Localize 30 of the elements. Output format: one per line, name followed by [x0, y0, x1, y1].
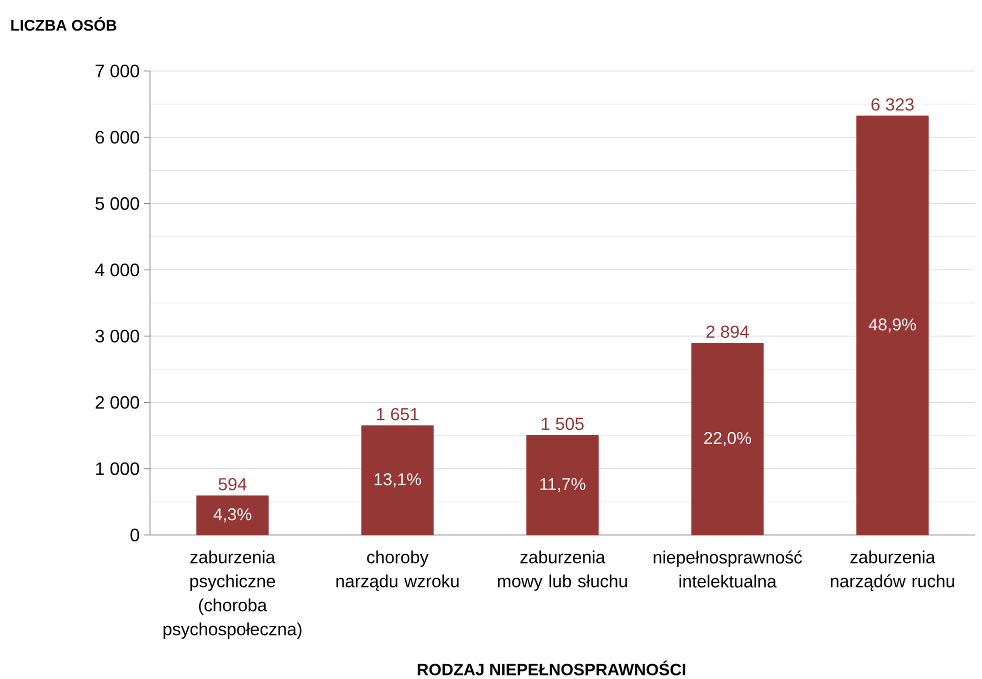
y-tick-label: 0: [130, 528, 140, 542]
x-tick-label: zaburzenia psychiczne (choroba psychospołeczna): [164, 550, 302, 639]
annotation: 4,3%: [214, 508, 252, 522]
x-tick-label: choroby narządu wzroku: [336, 550, 459, 591]
bar: [361, 425, 434, 536]
y-tick-label: 5 000: [95, 197, 140, 210]
bar: [196, 495, 269, 536]
y-axis-title: LICZBA OSÓB: [11, 16, 116, 31]
y-tick-label: 1 000: [96, 462, 140, 476]
bar: [856, 116, 929, 536]
y-tick-label: 7 000: [96, 64, 140, 78]
y-tick-label: 4 000: [95, 263, 140, 276]
data-label: 6 323: [872, 98, 914, 111]
data-label: 2 894: [706, 326, 749, 338]
y-tick-label: 3 000: [95, 330, 140, 342]
x-axis-title: RODZAJ NIEPEŁNOSPRAWNOŚCI: [418, 660, 686, 676]
annotation: 11,7%: [540, 478, 586, 492]
x-tick-label: zaburzenia mowy lub słuchu: [498, 550, 627, 591]
data-label: 1 505: [542, 418, 584, 430]
x-tick-label: niepełnosprawność intelektualna: [654, 550, 802, 588]
x-tick-label: zaburzenia narządów ruchu: [830, 550, 954, 591]
data-label: 1 651: [376, 408, 419, 420]
annotation: 48,9%: [868, 318, 916, 332]
data-label: 594: [218, 478, 247, 490]
annotation: 13,1%: [374, 473, 421, 488]
bar: [691, 342, 764, 536]
y-tick-label: 2 000: [96, 396, 140, 409]
annotation: 22,0%: [704, 432, 751, 446]
y-tick-label: 6 000: [96, 130, 140, 144]
bar: [526, 435, 599, 536]
